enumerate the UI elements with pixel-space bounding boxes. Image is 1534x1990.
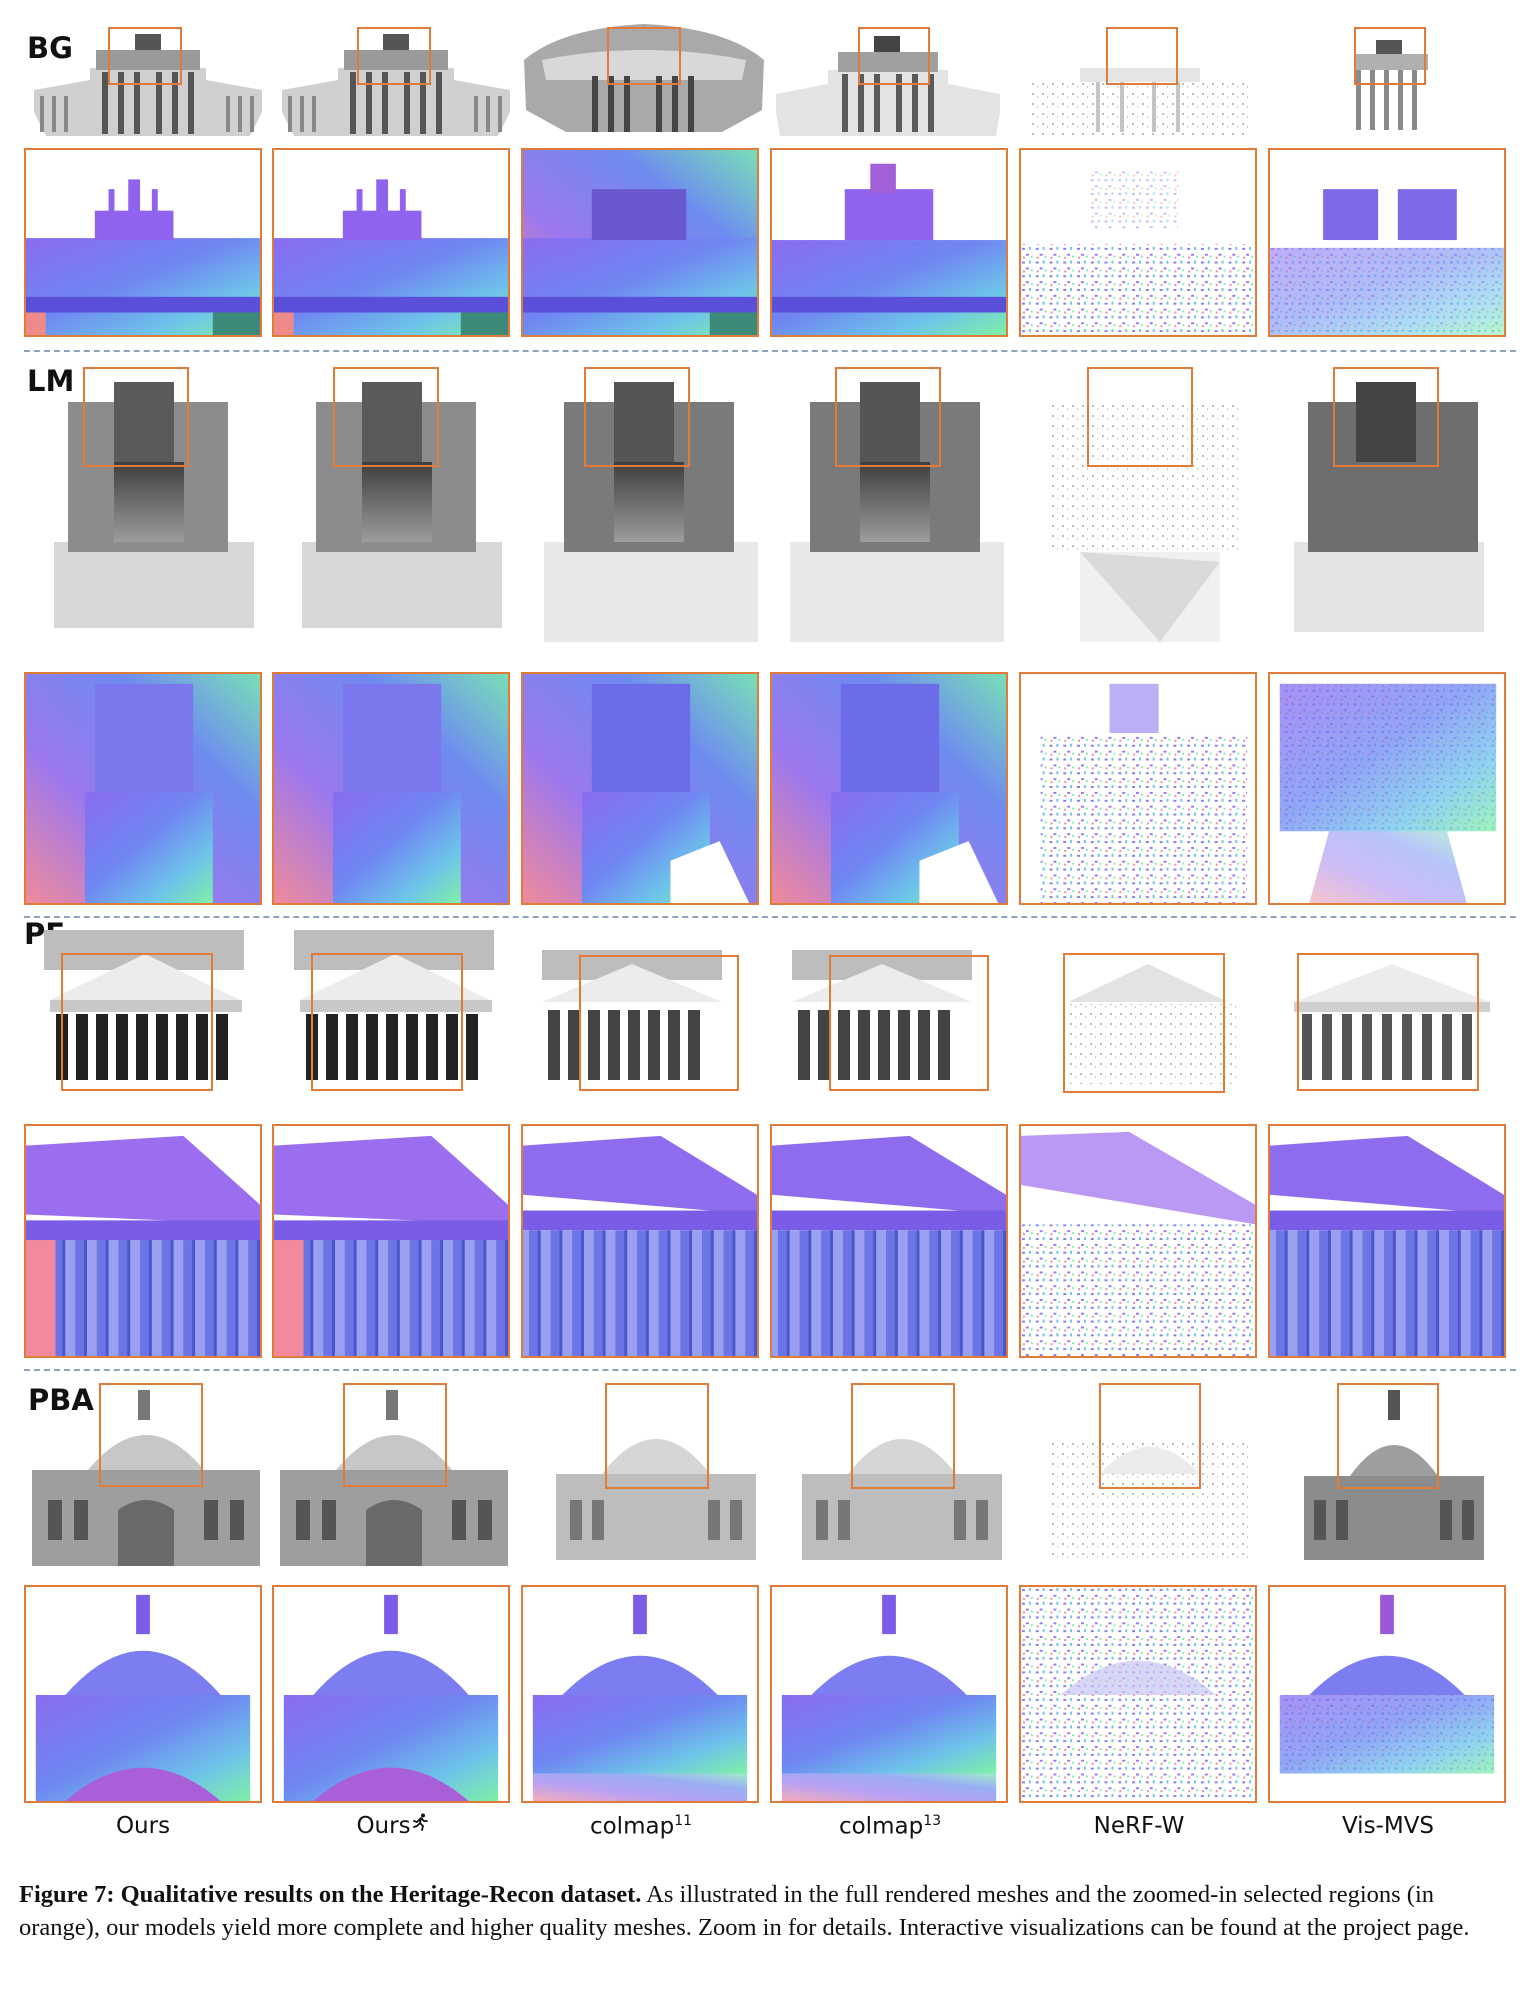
column-label-colmap11: colmap11 — [589, 1813, 693, 1840]
pe-overview-ours-fast — [290, 930, 500, 1096]
pba-overview-ours-fast — [276, 1380, 512, 1570]
lm-overview-colmap11 — [540, 362, 762, 652]
column-label-nerfw: NeRF-W — [1093, 1813, 1185, 1839]
lm-zoom-ours — [24, 672, 262, 905]
bg-zoom-colmap11 — [521, 148, 759, 337]
pba-zoom-vismvs — [1268, 1585, 1506, 1803]
caption-title: Figure 7: Qualitative results on the Her… — [19, 1881, 642, 1908]
lm-zoom-ours-fast — [272, 672, 510, 905]
pba-zoom-colmap11 — [521, 1585, 759, 1803]
lm-overview-ours — [44, 362, 266, 642]
column-label-colmap13: colmap13 — [838, 1813, 942, 1840]
separator-3 — [24, 1369, 1516, 1371]
bg-overview-ours-fast — [278, 20, 514, 140]
bg-overview-colmap11 — [522, 20, 766, 140]
pba-zoom-ours-fast — [272, 1585, 510, 1803]
lm-zoom-nerfw — [1019, 672, 1257, 905]
pe-overview-ours — [40, 930, 250, 1096]
scene-label-lm: LM — [27, 364, 75, 398]
pba-overview-colmap13 — [792, 1380, 1012, 1570]
lm-overview-colmap13 — [786, 362, 1008, 652]
separator-1 — [24, 350, 1516, 352]
pe-overview-colmap11 — [532, 950, 752, 1096]
bg-overview-vismvs — [1268, 20, 1508, 140]
pe-overview-colmap13 — [782, 950, 1002, 1096]
lm-overview-nerfw — [1040, 362, 1262, 652]
bg-overview-ours — [30, 20, 266, 140]
pba-zoom-nerfw — [1019, 1585, 1257, 1803]
pe-overview-vismvs — [1284, 950, 1500, 1096]
pe-zoom-colmap13 — [770, 1124, 1008, 1358]
lm-zoom-colmap11 — [521, 672, 759, 905]
bg-zoom-nerfw — [1019, 148, 1257, 337]
lm-zoom-vismvs — [1268, 672, 1506, 905]
pba-overview-ours — [28, 1380, 264, 1570]
lm-overview-vismvs — [1284, 362, 1506, 652]
scene-label-pba: PBA — [28, 1383, 94, 1417]
running-person-icon — [412, 1813, 428, 1831]
bg-zoom-colmap13 — [770, 148, 1008, 337]
pba-overview-nerfw — [1040, 1380, 1260, 1570]
bg-overview-nerfw — [1020, 20, 1260, 140]
pe-zoom-vismvs — [1268, 1124, 1506, 1358]
pe-zoom-ours — [24, 1124, 262, 1358]
bg-zoom-ours-fast — [272, 148, 510, 337]
separator-2 — [24, 916, 1516, 918]
column-label-vismvs: Vis-MVS — [1341, 1813, 1435, 1839]
scene-label-bg: BG — [27, 31, 73, 65]
column-label-ours-fast: Ours — [274, 1813, 510, 1839]
lm-overview-ours-fast — [292, 362, 514, 642]
lm-zoom-colmap13 — [770, 672, 1008, 905]
pe-zoom-ours-fast — [272, 1124, 510, 1358]
pe-overview-nerfw — [1048, 950, 1258, 1096]
pba-zoom-colmap13 — [770, 1585, 1008, 1803]
bg-overview-colmap13 — [768, 20, 1008, 140]
pe-zoom-colmap11 — [521, 1124, 759, 1358]
bg-zoom-ours — [24, 148, 262, 337]
column-label-ours: Ours — [115, 1813, 171, 1839]
pba-zoom-ours — [24, 1585, 262, 1803]
caption-body: As illustrated in the full rendered mesh… — [19, 1881, 1470, 1941]
pba-overview-colmap11 — [546, 1380, 766, 1570]
pe-zoom-nerfw — [1019, 1124, 1257, 1358]
figure-caption: Figure 7: Qualitative results on the Her… — [19, 1878, 1519, 1944]
bg-zoom-vismvs — [1268, 148, 1506, 337]
pba-overview-vismvs — [1284, 1380, 1504, 1570]
